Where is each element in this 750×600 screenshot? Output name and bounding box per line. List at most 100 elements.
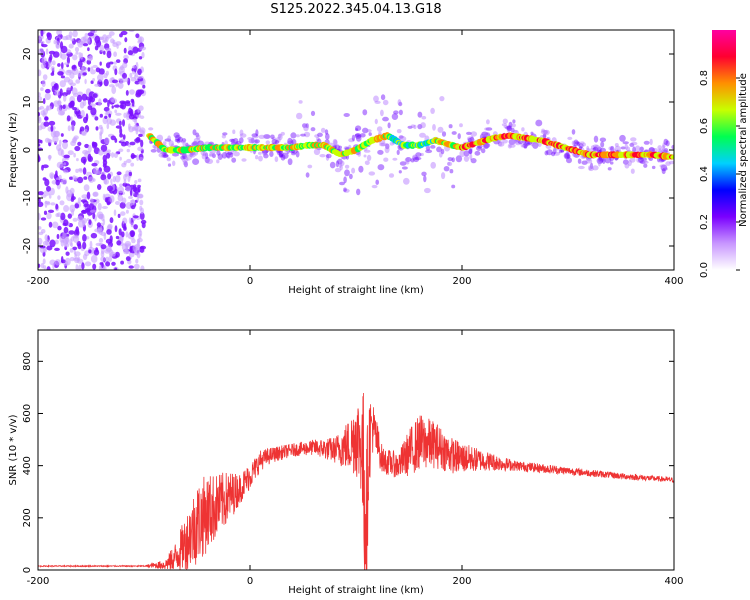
halo-mark [501, 123, 507, 127]
noise-mark [57, 225, 62, 231]
noise-mark [137, 107, 140, 113]
halo-mark [609, 161, 614, 165]
noise-mark [101, 206, 108, 209]
halo-mark [231, 138, 236, 144]
halo-mark [590, 162, 593, 170]
noise-mark [142, 84, 146, 89]
noise-mark [124, 101, 131, 107]
halo-mark [208, 153, 215, 157]
noise-mark [75, 168, 79, 173]
noise-mark [139, 199, 144, 206]
noise-mark [46, 212, 52, 220]
noise-mark [114, 251, 120, 258]
halo-mark [542, 130, 549, 135]
noise-mark [65, 186, 69, 194]
noise-mark [114, 225, 118, 233]
halo-mark [508, 138, 516, 145]
halo-mark [634, 145, 641, 153]
noise-mark [88, 219, 92, 226]
halo-mark [481, 131, 487, 138]
noise-mark [54, 247, 60, 251]
noise-mark [72, 217, 78, 222]
noise-mark [92, 142, 98, 148]
halo-mark [643, 140, 650, 145]
noise-mark [100, 126, 104, 135]
noise-mark [40, 87, 44, 91]
noise-mark [38, 69, 42, 77]
snr-series-line [38, 392, 674, 570]
noise-mark [61, 62, 64, 70]
halo-mark [578, 143, 584, 149]
noise-mark [38, 116, 42, 124]
halo-mark [261, 150, 268, 154]
halo-mark [571, 140, 576, 146]
halo-mark [366, 154, 372, 161]
noise-mark [88, 249, 92, 254]
noise-mark [92, 78, 95, 82]
halo-mark [447, 157, 453, 162]
noise-mark [59, 41, 64, 50]
noise-mark [93, 249, 100, 256]
noise-mark [48, 120, 56, 126]
halo-mark [158, 152, 165, 158]
halo-mark [325, 154, 330, 161]
halo-mark [251, 133, 258, 138]
halo-mark [425, 149, 433, 154]
noise-mark [98, 238, 104, 243]
noise-mark [126, 158, 132, 164]
colorbar-tick-label: 0.0 [699, 262, 710, 278]
noise-mark [60, 212, 66, 221]
noise-mark [78, 264, 82, 270]
noise-mark [77, 215, 84, 222]
colorbar-tick-label: 0.6 [699, 118, 710, 134]
halo-mark [239, 137, 244, 144]
noise-mark [95, 170, 101, 175]
noise-mark [108, 113, 112, 118]
x-tick-label: 0 [247, 576, 253, 587]
halo-mark [598, 156, 604, 163]
noise-mark [102, 193, 106, 201]
noise-mark [136, 241, 140, 248]
halo-mark [193, 141, 199, 147]
noise-mark [90, 80, 94, 84]
noise-mark [138, 228, 142, 233]
halo-mark [368, 171, 376, 176]
halo-mark [530, 131, 534, 135]
halo-mark [668, 160, 674, 165]
noise-mark [84, 143, 89, 149]
y-tick-label: 800 [22, 352, 33, 371]
halo-mark [333, 139, 338, 146]
halo-mark [227, 151, 233, 158]
noise-mark [106, 152, 111, 159]
halo-mark [585, 158, 593, 164]
halo-mark [663, 138, 669, 146]
halo-mark [180, 155, 186, 160]
noise-mark [83, 203, 89, 208]
noise-mark [51, 60, 56, 66]
noise-mark [86, 96, 90, 101]
noise-mark [106, 201, 111, 206]
noise-mark [55, 170, 58, 177]
halo-mark [542, 133, 547, 139]
halo-mark [263, 134, 271, 139]
halo-mark [449, 169, 454, 174]
noise-mark [46, 105, 52, 111]
halo-mark [258, 155, 263, 162]
halo-mark [255, 155, 259, 160]
halo-mark [216, 149, 221, 156]
noise-mark [136, 252, 141, 259]
noise-mark [109, 119, 117, 126]
noise-mark [59, 200, 65, 206]
noise-mark [54, 90, 61, 96]
noise-mark [126, 148, 130, 153]
noise-mark [115, 59, 121, 63]
halo-mark [443, 166, 450, 172]
noise-mark [119, 156, 122, 161]
noise-mark [76, 258, 84, 264]
noise-mark [80, 130, 86, 136]
halo-mark [459, 123, 463, 128]
halo-mark [425, 145, 431, 151]
noise-mark [127, 123, 131, 130]
halo-mark [607, 167, 612, 171]
